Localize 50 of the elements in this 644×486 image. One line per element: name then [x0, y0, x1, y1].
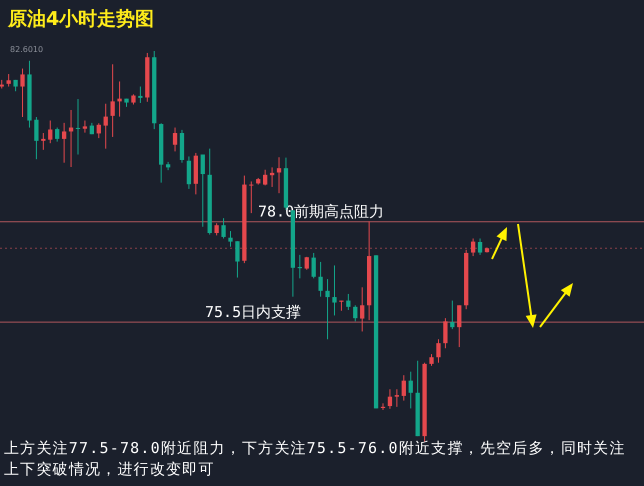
candlestick [346, 293, 350, 310]
candlestick [408, 371, 413, 409]
candlestick [353, 304, 358, 322]
candlestick [48, 120, 52, 144]
candlestick [304, 256, 309, 270]
candlestick [457, 304, 462, 348]
candlestick [388, 388, 392, 410]
candlestick [478, 238, 482, 256]
candlestick [276, 156, 282, 194]
ref-line-label: 75.5日内支撑 [205, 303, 302, 322]
candlestick [249, 180, 254, 214]
candlestick [200, 154, 205, 228]
candlestick [55, 127, 60, 142]
candlestick [235, 240, 240, 278]
candlestick [325, 278, 330, 340]
candlestick [339, 300, 344, 312]
candlestick [450, 300, 454, 330]
candlestick [360, 286, 364, 332]
candlestick [263, 169, 268, 186]
candlestick [131, 94, 136, 106]
candlestick [298, 254, 302, 279]
candlestick [312, 252, 316, 279]
candlestick [117, 80, 122, 118]
annotation: 82.6010 [10, 45, 44, 54]
candlestick [214, 222, 219, 236]
candlestick [20, 68, 25, 118]
candlestick [62, 122, 66, 164]
candlestick [110, 64, 115, 138]
candlestick [68, 109, 74, 168]
candlestick [470, 238, 476, 257]
candlestick [228, 230, 233, 248]
candlestick [394, 388, 400, 408]
candlestick [332, 264, 337, 316]
candlestick [34, 116, 39, 160]
candlestick [41, 132, 46, 150]
candlestick [186, 156, 192, 190]
candlestick [221, 218, 226, 239]
candlestick [138, 86, 143, 104]
candlestick [402, 374, 406, 402]
candlestick [172, 127, 178, 152]
candlestick [318, 261, 323, 298]
candlestick [96, 122, 101, 139]
annotation: 上方关注77.5-78.0附近阻力，下方关注75.5-76.0附近支撑，先空后多，同时关注上下突破情况，进行改变即可 [4, 438, 627, 480]
candlestick [104, 103, 108, 150]
candlestick [6, 74, 11, 88]
candlestick [436, 338, 441, 364]
candlestick [429, 354, 434, 366]
candlestick [76, 98, 80, 156]
candlestick [443, 318, 448, 349]
chart-title: 原油4小时走势图 [8, 7, 154, 32]
